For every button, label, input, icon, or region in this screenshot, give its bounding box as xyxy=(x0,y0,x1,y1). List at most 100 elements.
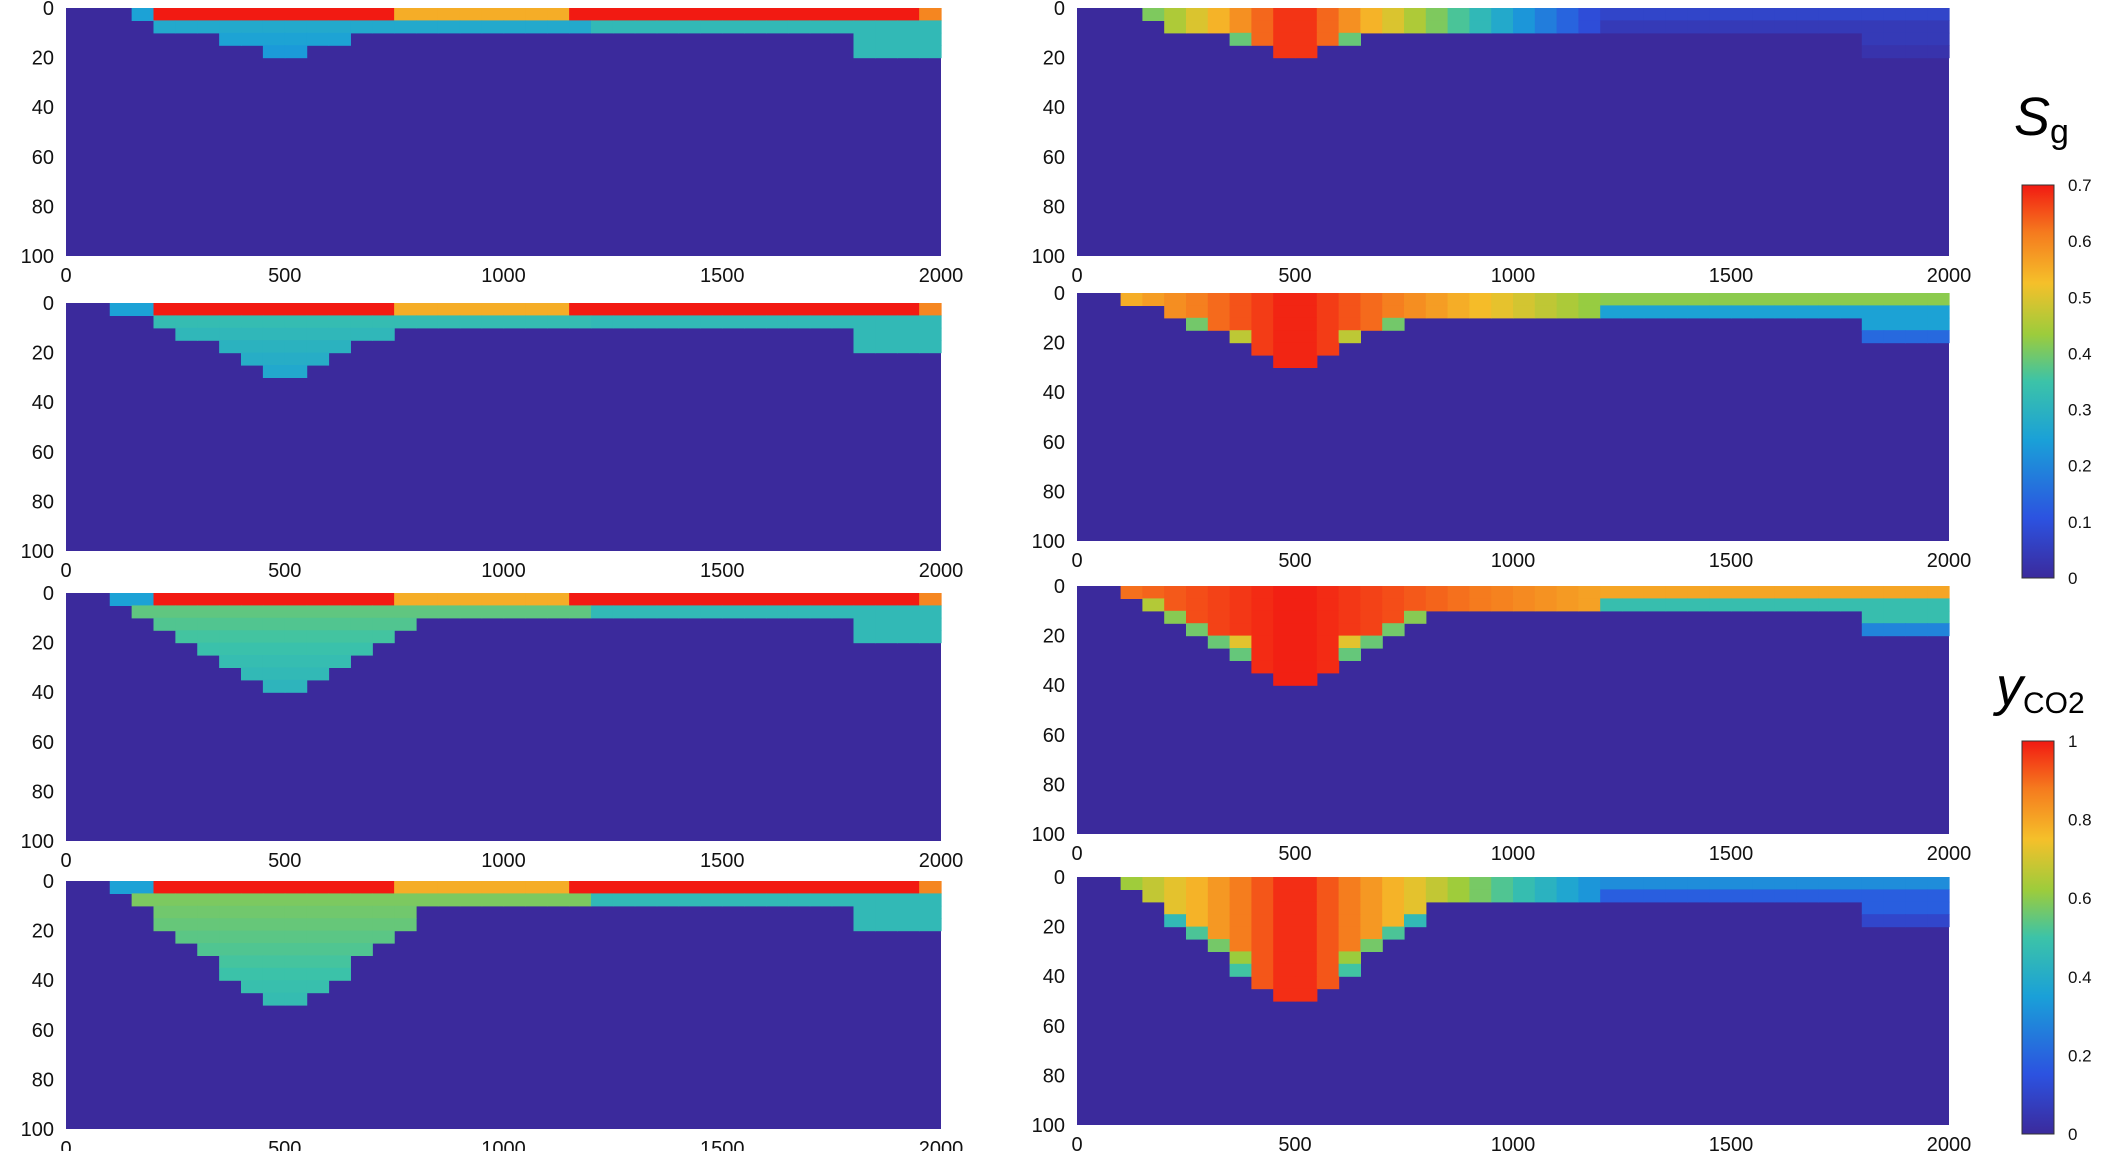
heatmap-cell xyxy=(1142,8,1165,21)
heatmap-cell xyxy=(787,20,811,34)
heatmap-cell xyxy=(1447,586,1470,599)
heatmap-cell xyxy=(503,303,526,316)
heatmap-cell xyxy=(744,881,767,894)
heatmap-cell xyxy=(787,315,811,329)
heatmap-cell xyxy=(328,303,351,316)
heatmap-cell xyxy=(1382,598,1405,612)
heatmap-cell xyxy=(1164,901,1187,915)
heatmap-cell xyxy=(262,930,286,944)
heatmap-cell xyxy=(569,893,592,907)
heatmap-cell xyxy=(1120,586,1143,599)
heatmap-cell xyxy=(197,642,220,656)
heatmap-cell xyxy=(700,315,723,329)
heatmap-cell xyxy=(1447,877,1470,890)
heatmap-cell xyxy=(1316,889,1340,903)
heatmap-cell xyxy=(350,642,373,656)
heatmap-cell xyxy=(1295,976,1318,990)
heatmap-cell xyxy=(1883,305,1906,319)
heatmap-cell xyxy=(1883,877,1906,890)
heatmap-cell xyxy=(1665,598,1688,612)
heatmap-cell xyxy=(284,955,308,969)
heatmap-cell xyxy=(766,881,789,894)
heatmap-cell xyxy=(1556,20,1579,34)
heatmap-cell xyxy=(1186,926,1209,940)
y-tick-label: 40 xyxy=(1043,97,1065,119)
heatmap-cell xyxy=(547,881,570,894)
heatmap-cell xyxy=(853,617,876,631)
heatmap-cell xyxy=(831,893,855,907)
heatmap-cell xyxy=(1840,305,1863,319)
colorbar-tick-label: 0.5 xyxy=(2068,288,2092,307)
heatmap-cell xyxy=(284,930,308,944)
heatmap-cell xyxy=(1360,586,1383,599)
heatmap-cell xyxy=(853,340,876,354)
heatmap-cell xyxy=(1404,889,1427,903)
heatmap-cell xyxy=(306,617,330,631)
x-tick-label: 500 xyxy=(1278,843,1311,865)
heatmap-cell xyxy=(569,303,592,316)
heatmap-cell xyxy=(328,893,351,907)
heatmap-cell xyxy=(1731,889,1754,903)
heatmap-cell xyxy=(1207,598,1231,612)
heatmap-cell xyxy=(525,881,548,894)
y-tick-label: 60 xyxy=(32,1020,54,1042)
y-tick-label: 80 xyxy=(32,196,54,218)
heatmap-cell xyxy=(1731,20,1754,34)
heatmap-cell xyxy=(175,893,198,907)
heatmap-cell xyxy=(875,918,898,932)
heatmap-cell xyxy=(1295,586,1318,599)
heatmap-cell xyxy=(897,918,920,932)
heatmap-cell xyxy=(284,32,308,46)
x-tick-label: 500 xyxy=(1278,1134,1311,1151)
heatmap-cell xyxy=(1469,586,1492,599)
heatmap-cell xyxy=(612,303,636,316)
heatmap-cell xyxy=(809,605,833,619)
heatmap-cell xyxy=(1600,8,1623,21)
heatmap-cell xyxy=(1251,951,1274,965)
y-tick-label: 60 xyxy=(32,147,54,169)
panel-background xyxy=(66,8,941,256)
heatmap-cell xyxy=(350,918,373,932)
heatmap-cell xyxy=(219,327,242,341)
heatmap-cell xyxy=(1905,8,1928,21)
heatmap-cell xyxy=(1164,293,1187,306)
heatmap-cell xyxy=(1229,598,1252,612)
heatmap-cell xyxy=(1295,293,1318,306)
heatmap-cell xyxy=(722,881,745,894)
heatmap-cell xyxy=(700,8,723,21)
heatmap-cell xyxy=(1338,586,1361,599)
heatmap-cell xyxy=(1447,305,1470,319)
heatmap-cell xyxy=(897,905,920,919)
heatmap-cell xyxy=(372,881,395,894)
heatmap-cell xyxy=(897,893,920,907)
y-tick-label: 100 xyxy=(1032,246,1065,268)
heatmap-cell xyxy=(1142,889,1165,903)
heatmap-cell xyxy=(1556,598,1579,612)
x-tick-label: 500 xyxy=(268,265,301,287)
panel-background xyxy=(1077,8,1949,256)
heatmap-cell xyxy=(1338,901,1361,915)
heatmap-cell xyxy=(372,8,395,21)
heatmap-cell xyxy=(1316,305,1340,319)
heatmap-cell xyxy=(875,340,898,354)
heatmap-cell xyxy=(437,893,461,907)
heatmap-cell xyxy=(1643,889,1667,903)
heatmap-cell xyxy=(1491,20,1514,34)
heatmap-cell xyxy=(656,315,680,329)
y-tick-label: 40 xyxy=(1043,966,1065,988)
heatmap-cell xyxy=(525,20,548,34)
heatmap-cell xyxy=(1425,20,1449,34)
heatmap-cell xyxy=(1207,939,1231,952)
heatmap-cell xyxy=(1251,330,1274,344)
heatmap-cell xyxy=(700,881,723,894)
heatmap-cell xyxy=(328,881,351,894)
heatmap-cell xyxy=(306,593,330,606)
heatmap-cell xyxy=(1316,901,1340,915)
heatmap-cell xyxy=(744,303,767,316)
heatmap-cell xyxy=(153,605,176,619)
heatmap-cell xyxy=(284,918,308,932)
heatmap-cell xyxy=(306,918,330,932)
heatmap-cell xyxy=(1883,586,1906,599)
heatmap-cell xyxy=(241,352,264,366)
heatmap-cell xyxy=(503,8,526,21)
